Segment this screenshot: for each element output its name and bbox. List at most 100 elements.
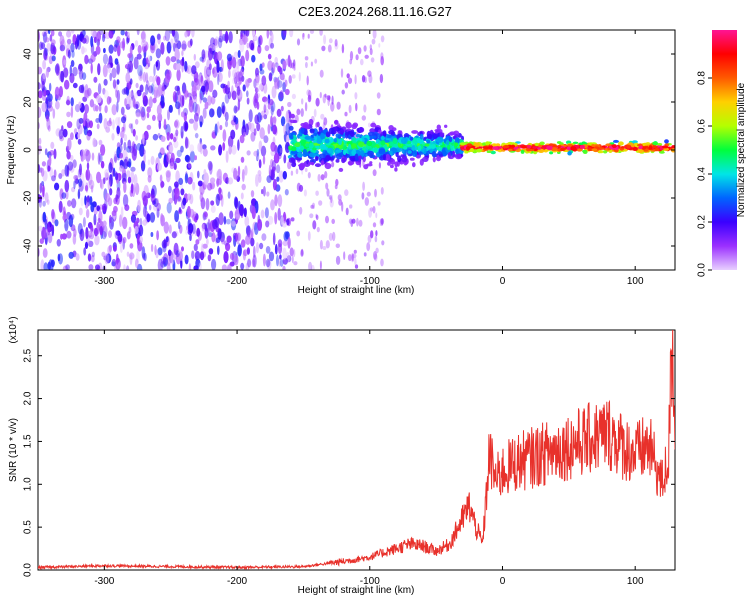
y-tick-label: 40 bbox=[23, 48, 34, 60]
spectrogram-cell bbox=[150, 155, 155, 165]
spectrogram-cell bbox=[66, 150, 71, 160]
x-tick-label: -300 bbox=[94, 276, 114, 287]
spectrogram-cell bbox=[49, 34, 53, 42]
spectrogram-cell bbox=[128, 158, 132, 169]
spectrogram-cell bbox=[38, 82, 41, 90]
spectrogram-cell bbox=[70, 42, 75, 53]
spectrogram-cell bbox=[267, 123, 271, 135]
spectrogram-cell bbox=[86, 132, 91, 141]
spectrogram-cell bbox=[537, 148, 545, 153]
spectrogram-cell bbox=[243, 207, 247, 218]
spectrogram-cell bbox=[162, 257, 168, 267]
spectrogram-cell bbox=[298, 71, 301, 82]
spectrogram-cell bbox=[202, 148, 208, 157]
spectrogram-cell bbox=[199, 192, 204, 203]
spectrogram-cell bbox=[173, 42, 176, 52]
spectrogram-cell bbox=[116, 61, 120, 75]
spectrogram-cell bbox=[250, 190, 255, 198]
spectrogram-cell bbox=[345, 207, 349, 216]
spectrogram-cell bbox=[43, 262, 49, 270]
spectrogram-cell bbox=[40, 42, 46, 50]
spectrogram-cell bbox=[125, 103, 131, 110]
spectrogram-cell bbox=[92, 137, 97, 148]
spectrogram-cell bbox=[369, 44, 372, 50]
spectrogram-cell bbox=[179, 94, 184, 108]
spectrogram-cell bbox=[119, 165, 124, 172]
spectrogram-cell bbox=[114, 172, 119, 181]
spectrogram-cell bbox=[175, 129, 179, 137]
y-tick-label: 0.0 bbox=[23, 563, 34, 577]
spectrogram-cell bbox=[288, 157, 296, 163]
spectrogram-cell bbox=[189, 234, 192, 242]
spectrogram-cell bbox=[465, 146, 471, 151]
spectrogram-cell bbox=[91, 152, 95, 161]
spectrogram-cell bbox=[64, 218, 69, 232]
spectrogram-cell bbox=[38, 225, 43, 232]
spectrogram-cell bbox=[146, 80, 150, 91]
spectrogram-cell bbox=[270, 105, 274, 116]
spectrogram-cell bbox=[182, 197, 187, 206]
spectrogram-cell bbox=[188, 118, 195, 124]
spectrogram-cell bbox=[103, 78, 108, 86]
spectrogram-cell bbox=[92, 30, 98, 39]
spectrogram-cell bbox=[183, 120, 189, 132]
spectrogram-cell bbox=[100, 144, 106, 156]
spectrogram-cell bbox=[296, 108, 301, 116]
spectrogram-cell bbox=[126, 170, 131, 178]
spectrogram-cell bbox=[282, 257, 288, 265]
spectrogram-cell bbox=[176, 59, 181, 65]
spectrogram-cell bbox=[366, 242, 371, 252]
spectrogram-cell bbox=[308, 118, 314, 126]
spectrogram-cell bbox=[111, 210, 117, 217]
spectrogram-cell bbox=[364, 197, 369, 206]
spectrogram-cell bbox=[216, 177, 220, 187]
spectrogram-cell bbox=[128, 252, 135, 260]
spectrogram-cell bbox=[464, 150, 469, 154]
spectrogram-cell bbox=[253, 245, 256, 258]
colorbar-label: Normalized spectral amplitude bbox=[736, 82, 747, 217]
spectrogram-cell bbox=[490, 150, 496, 155]
spectrogram-cell bbox=[671, 145, 675, 149]
spectrogram-cell bbox=[96, 205, 100, 212]
spectrogram-cell bbox=[257, 36, 261, 48]
spectrogram-cell bbox=[132, 95, 135, 108]
spectrogram-cell bbox=[177, 221, 181, 230]
spectrogram-cell bbox=[240, 55, 245, 68]
spectrogram-cell bbox=[38, 106, 42, 118]
spectrogram-cell bbox=[322, 138, 325, 143]
spectrogram-cell bbox=[41, 161, 47, 167]
spectrogram-cell bbox=[391, 127, 397, 132]
spectrogram-cell bbox=[255, 242, 259, 254]
spectrogram-cell bbox=[236, 58, 240, 69]
chart-title: C2E3.2024.268.11.16.G27 bbox=[298, 4, 452, 19]
spectrogram-cell bbox=[78, 63, 83, 72]
spectrogram-cell bbox=[424, 143, 430, 147]
spectrogram-cell bbox=[47, 30, 51, 35]
spectrogram-cell bbox=[382, 153, 386, 161]
spectrogram-cell bbox=[319, 260, 322, 270]
spectrogram-cell bbox=[379, 73, 384, 84]
spectrogram-cell bbox=[367, 70, 372, 77]
spectrogram-cell bbox=[240, 192, 244, 200]
spectrogram-cell bbox=[257, 218, 263, 231]
spectrogram-cell bbox=[373, 253, 378, 262]
spectrogram-cell bbox=[447, 144, 451, 151]
spectrogram-cell bbox=[307, 94, 312, 103]
spectrogram-cell bbox=[334, 184, 338, 190]
spectrogram-cell bbox=[72, 66, 78, 77]
spectrogram-cell bbox=[192, 101, 198, 113]
spectrogram-cell bbox=[304, 135, 312, 140]
spectrogram-cell bbox=[67, 49, 71, 59]
spectrogram-cell bbox=[252, 35, 258, 41]
spectrogram-cell bbox=[55, 63, 60, 76]
spectrogram-cell bbox=[128, 226, 132, 234]
spectrogram-cell bbox=[58, 173, 63, 179]
spectrogram-cell bbox=[286, 255, 292, 263]
spectrogram-cell bbox=[202, 97, 208, 103]
spectrogram-cell bbox=[116, 36, 121, 44]
spectrogram-cell bbox=[84, 104, 89, 114]
spectrogram-cell bbox=[239, 134, 245, 144]
spectrogram-cell bbox=[279, 254, 282, 260]
spectrogram-cell bbox=[103, 225, 108, 238]
